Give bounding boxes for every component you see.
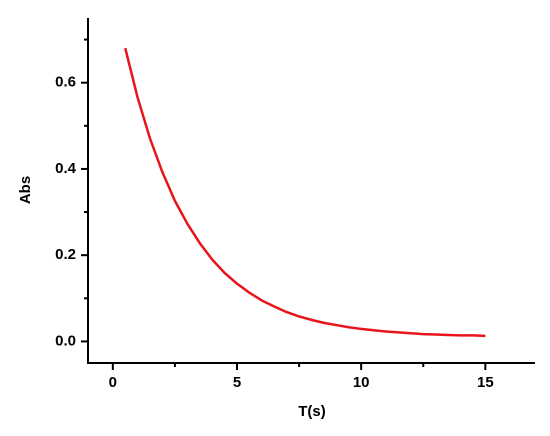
y-tick-label: 0.2: [55, 246, 76, 263]
x-axis-title: T(s): [298, 403, 326, 420]
y-tick-label: 0.0: [55, 332, 76, 349]
x-tick-label: 10: [353, 374, 370, 391]
y-axis-title: Abs: [17, 176, 34, 204]
x-tick-label: 15: [477, 374, 494, 391]
x-tick-label: 0: [109, 374, 117, 391]
y-tick-label: 0.4: [55, 160, 77, 177]
x-tick-label: 5: [233, 374, 241, 391]
y-tick-label: 0.6: [55, 74, 76, 91]
data-line: [124, 47, 486, 338]
